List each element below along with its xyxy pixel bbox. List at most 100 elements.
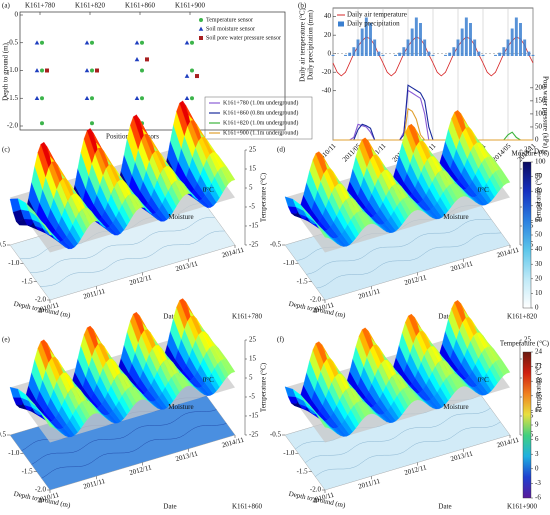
colorbar-tick-label: 24 <box>535 348 543 356</box>
sensor-marker <box>134 95 140 101</box>
z-tick-label: 5 <box>249 184 253 192</box>
precipitation-bar <box>364 17 368 56</box>
precipitation-bar <box>331 54 335 56</box>
sensor-marker <box>140 96 144 101</box>
z-tick-label: -15 <box>249 412 259 420</box>
precipitation-bar <box>352 47 356 56</box>
z-tick-label: -25 <box>249 241 259 249</box>
colorbar <box>522 351 532 499</box>
surface-patch <box>223 358 236 373</box>
depth-tick-label: -2.0 <box>310 296 322 304</box>
sensor-marker <box>198 26 204 31</box>
y-axis-label: Depth to ground (m) <box>2 42 10 100</box>
y2-tick-label: 150 <box>535 96 546 104</box>
precipitation-bar <box>531 54 535 56</box>
floor-label: Moisture <box>168 403 193 411</box>
y-tick-label: 0 <box>328 49 332 57</box>
precipitation-bar <box>452 47 456 56</box>
precipitation-bar <box>527 51 531 56</box>
moisture-contour <box>315 421 501 477</box>
sensor-marker <box>134 40 140 45</box>
sensor-marker <box>190 96 194 101</box>
colorbar-tick-label: 50 <box>535 231 543 239</box>
sensor-marker <box>190 68 194 73</box>
sensor-marker <box>40 121 44 126</box>
legend-label: K161+900 (1.1m underground) <box>223 129 298 136</box>
depth-tick-label: -0.5 <box>270 241 282 249</box>
sensor-marker <box>34 95 40 101</box>
colorbar <box>522 161 532 309</box>
colorbar-tick-label: 0 <box>535 464 539 472</box>
colorbar-title: Moisture (%) <box>511 150 549 158</box>
sensor-marker <box>90 68 94 73</box>
date-axis-label: Date <box>163 503 176 511</box>
sensor-marker <box>199 18 203 22</box>
y-tick-label: -2.0 <box>7 122 19 130</box>
precipitation-bar <box>502 47 506 56</box>
sensor-marker <box>140 68 144 73</box>
moisture-contour <box>305 407 491 463</box>
sensor-marker <box>195 74 199 79</box>
y-tick-label: -1.5 <box>7 94 19 102</box>
y-tick-label: -20 <box>322 68 332 76</box>
precipitation-bar <box>348 52 352 56</box>
precipitation-bar <box>398 52 402 56</box>
precipitation-bar <box>356 39 360 56</box>
precipitation-bar <box>369 23 372 56</box>
y-axis-label: Daily precipitation (mm) <box>307 9 315 80</box>
sensor-marker <box>199 36 203 40</box>
colorbar-tick-label: 30 <box>535 260 543 268</box>
panel-label: (b) <box>298 2 307 10</box>
z-tick-label: -5 <box>249 393 255 401</box>
depth-tick-label: -1.5 <box>22 277 34 285</box>
sensor-marker <box>184 95 190 101</box>
precipitation-bar <box>506 39 510 56</box>
y-axis-label: Daily air temperature (°C) <box>299 7 307 81</box>
sensor-marker <box>40 96 44 101</box>
depth-tick-label: -1.5 <box>297 277 309 285</box>
z-tick-label: 15 <box>249 165 257 173</box>
plot-frame <box>19 11 286 131</box>
colorbar-tick-label: 21 <box>535 362 543 370</box>
legend-label: K161+820 (1.0m underground) <box>223 119 298 126</box>
sensor-marker <box>90 121 94 126</box>
surface-patch <box>223 166 236 181</box>
precipitation-bar <box>498 52 502 56</box>
precipitation-bar <box>410 28 414 56</box>
sensor-marker <box>84 95 90 101</box>
precipitation-bar <box>423 39 427 56</box>
site-label: K161+860 <box>232 503 263 511</box>
colorbar-tick-label: 15 <box>535 391 543 399</box>
sensor-marker <box>145 57 149 62</box>
colorbar-tick-label: 60 <box>535 216 543 224</box>
precipitation-bar <box>373 39 377 56</box>
site-label: K161+780 <box>232 313 263 321</box>
z-tick-label: -5 <box>249 203 255 211</box>
panel-label: (c) <box>2 146 10 154</box>
precipitation-bar <box>523 39 527 56</box>
moisture-contour <box>41 423 227 479</box>
sensor-marker <box>134 57 140 62</box>
colorbar-tick-label: 12 <box>535 406 543 414</box>
moisture-contour <box>316 232 502 289</box>
panel-label: (d) <box>277 146 286 154</box>
depth-tick-label: -0.5 <box>0 241 6 249</box>
y-tick-label: 0 <box>15 11 19 19</box>
sensor-marker <box>34 68 40 73</box>
colorbar-tick-label: 0 <box>535 304 539 312</box>
precipitation-bar <box>360 28 364 56</box>
precipitation-bar <box>377 51 381 56</box>
legend-label: K161+780 (1.0m underground) <box>223 99 298 106</box>
legend-label: Temperature sensor <box>206 17 253 23</box>
depth-tick-label: -0.5 <box>270 431 282 439</box>
plane-label: 0°C <box>478 376 489 384</box>
panel-label: (a) <box>2 2 10 10</box>
sensor-marker <box>90 96 94 101</box>
date-axis-label: Date <box>438 503 451 511</box>
y2-tick-label: 50 <box>535 123 543 131</box>
sensor-marker <box>40 40 44 45</box>
depth-tick-label: -1.0 <box>283 449 295 457</box>
colorbar-tick-label: 18 <box>535 377 543 385</box>
z-axis-label: Temperature (°C) <box>535 172 543 222</box>
